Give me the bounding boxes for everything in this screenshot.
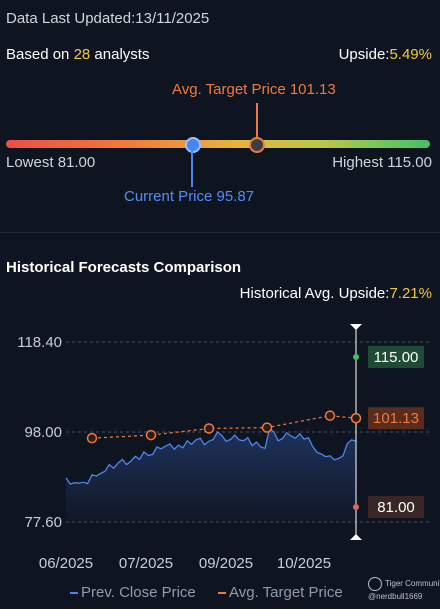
x-tick-label: 10/2025 (277, 555, 331, 572)
section-title: Historical Forecasts Comparison (6, 259, 242, 276)
historical-forecast-chart: 115.00 101.13 81.00 118.40 98.00 77.60 06/202… (17, 324, 430, 572)
historical-upside-label: Historical Avg. Upside: (239, 285, 390, 302)
avg-target-tag: 101.13 (373, 410, 419, 427)
avg-target-current-point (350, 412, 362, 424)
legend-close-swatch (70, 592, 78, 595)
historical-upside: Historical Avg. Upside:7.21% (240, 285, 432, 302)
y-tick-label: 77.60 (24, 514, 62, 531)
current-price-label: Current Price 95.87 (124, 188, 255, 205)
watermark-brand: Tiger Community (385, 579, 440, 589)
legend-avg-target[interactable]: Avg. Target Price (218, 584, 343, 601)
legend-target-swatch (218, 592, 226, 595)
cursor-bottom-handle (350, 534, 362, 540)
tiger-logo-icon (368, 577, 382, 591)
low-target-tag: 81.00 (377, 499, 415, 516)
updated-date: 13/11/2025 (135, 10, 210, 27)
analyst-count-line: Based on 28 analysts (6, 46, 149, 63)
y-tick-label: 118.40 (17, 334, 62, 351)
low-target-point (353, 504, 359, 510)
x-tick-label: 07/2025 (119, 555, 173, 572)
avg-target-label: Avg. Target Price 101.13 (172, 81, 336, 98)
based-prefix: Based on (6, 46, 74, 63)
current-price-stem (191, 151, 193, 187)
watermark-user: @nerdbull1669 (368, 592, 423, 601)
upside-label: Upside: (338, 46, 390, 63)
x-tick-label: 06/2025 (39, 555, 93, 572)
section-divider (0, 232, 440, 233)
legend-close-price[interactable]: Prev. Close Price (70, 584, 196, 601)
analyst-count: 28 (73, 46, 91, 63)
based-suffix: analysts (90, 46, 150, 63)
close-price-line (65, 427, 357, 485)
legend-close-label: Prev. Close Price (81, 584, 196, 601)
y-tick-label: 98.00 (24, 424, 62, 441)
current-price-marker (185, 137, 201, 153)
upside-value: 5.49% (389, 46, 432, 63)
upside: Upside:5.49% (339, 46, 432, 63)
high-target-point (353, 354, 359, 360)
avg-target-marker (249, 137, 265, 153)
price-range-bar (6, 140, 430, 148)
x-tick-label: 09/2025 (199, 555, 253, 572)
cursor-top-handle (350, 324, 362, 330)
avg-target-line (91, 415, 357, 439)
avg-target-point (203, 423, 215, 434)
close-price-area (66, 428, 356, 522)
highest-label: Highest 115.00 (332, 154, 432, 171)
avg-target-point (324, 410, 336, 421)
avg-target-tag-bg (368, 407, 424, 430)
high-target-tag-bg (368, 346, 424, 368)
avg-target-point (145, 429, 157, 441)
low-target-tag-bg (368, 496, 424, 518)
watermark: Tiger Community @nerdbull1669 (368, 577, 440, 602)
updated-label: Data Last Updated: (6, 10, 136, 27)
lowest-label: Lowest 81.00 (6, 154, 96, 171)
data-updated: Data Last Updated:13/11/2025 (6, 10, 209, 27)
legend-target-label: Avg. Target Price (229, 584, 343, 601)
avg-target-point (261, 422, 273, 433)
historical-upside-value: 7.21% (389, 285, 432, 302)
high-target-tag: 115.00 (374, 349, 419, 366)
avg-target-stem (256, 103, 258, 139)
avg-target-point (86, 432, 98, 444)
